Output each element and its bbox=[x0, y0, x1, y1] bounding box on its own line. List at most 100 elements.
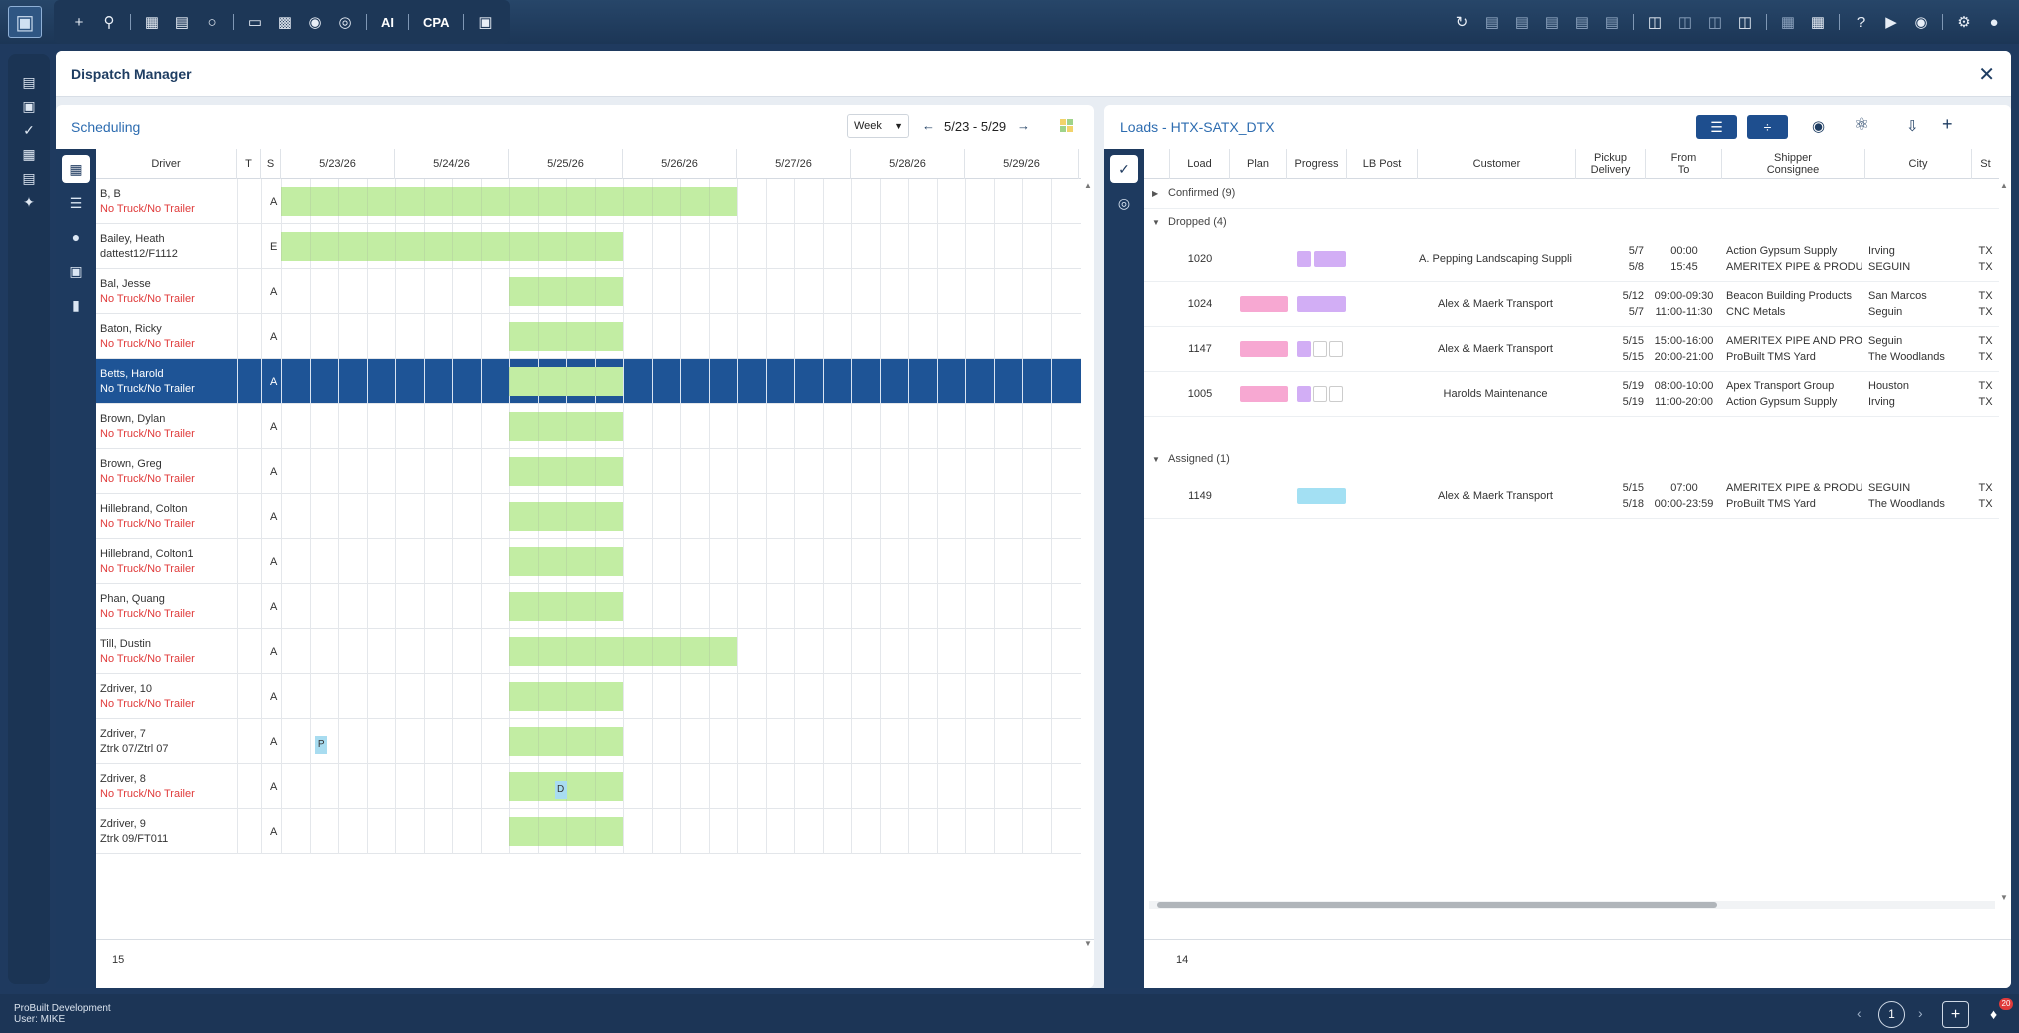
progress-chip[interactable] bbox=[1297, 251, 1311, 267]
plan-chip[interactable] bbox=[1240, 341, 1288, 357]
group-confirmed[interactable]: ▶ Confirmed (9) bbox=[1144, 179, 1999, 209]
driver-row[interactable]: Bal, Jesse No Truck/No Trailer A bbox=[96, 269, 1081, 314]
driver-row[interactable]: Brown, Greg No Truck/No Trailer A bbox=[96, 449, 1081, 494]
layout-3-icon[interactable]: ▤ bbox=[1544, 14, 1560, 31]
driver-row[interactable]: B, B No Truck/No Trailer A bbox=[96, 179, 1081, 224]
document-list-icon[interactable]: ▤ bbox=[22, 74, 36, 90]
ai-button[interactable]: AI bbox=[381, 14, 394, 30]
driver-row[interactable]: Till, Dustin No Truck/No Trailer A bbox=[96, 629, 1081, 674]
view-select[interactable]: Week ▼ bbox=[847, 114, 909, 138]
driver-row[interactable]: P Zdriver, 7 Ztrk 07/Ztrl 07 A bbox=[96, 719, 1081, 764]
scroll-up-icon[interactable]: ▲ bbox=[2000, 181, 2008, 190]
col-date[interactable]: 5/23/26 bbox=[281, 149, 395, 179]
driver-row[interactable]: Zdriver, 9 Ztrk 09/FT011 A bbox=[96, 809, 1081, 854]
driver-row[interactable]: Hillebrand, Colton1 No Truck/No Trailer A bbox=[96, 539, 1081, 584]
cpa-button[interactable]: CPA bbox=[423, 14, 450, 30]
load-row[interactable]: 1005 Harolds Maintenance 5/19 5/19 08:00-10:… bbox=[1144, 372, 1999, 417]
add-icon[interactable]: + bbox=[1942, 114, 1953, 134]
group-dropped[interactable]: ▼ Dropped (4) bbox=[1144, 209, 1999, 237]
add-page-button[interactable]: + bbox=[1942, 1001, 1969, 1028]
load-row[interactable]: 1147 Alex & Maerk Transport 5/15 5/15 15:00-… bbox=[1144, 327, 1999, 372]
stop-marker[interactable]: D bbox=[554, 781, 567, 799]
load-row[interactable]: 1020 A. Pepping Landscaping Suppli 5/7 5/8 0… bbox=[1144, 237, 1999, 282]
globe-icon[interactable]: ◎ bbox=[338, 14, 352, 31]
progress-chip[interactable] bbox=[1314, 251, 1346, 267]
search-icon[interactable]: ⚲ bbox=[103, 14, 115, 31]
load-row[interactable]: 1149 Alex & Maerk Transport 5/15 5/18 07:00 0… bbox=[1144, 474, 1999, 519]
progress-chip-empty[interactable] bbox=[1313, 341, 1327, 357]
horizontal-scrollbar[interactable] bbox=[1149, 901, 1995, 909]
page-next-icon[interactable]: › bbox=[1918, 1005, 1923, 1021]
headset-icon[interactable]: ◉ bbox=[1914, 14, 1928, 31]
col-lb-post[interactable]: LB Post bbox=[1347, 149, 1418, 179]
table-icon[interactable]: ▦ bbox=[1810, 14, 1826, 31]
sparkle-icon[interactable]: ✦ bbox=[23, 194, 35, 210]
color-legend-icon[interactable] bbox=[1060, 119, 1074, 133]
plan-chip[interactable] bbox=[1240, 296, 1288, 312]
col-city[interactable]: City bbox=[1865, 149, 1972, 179]
map-pin-icon[interactable]: ◉ bbox=[1812, 118, 1826, 135]
split-view-3-icon[interactable]: ◫ bbox=[1707, 14, 1723, 31]
page-indicator[interactable]: 1 bbox=[1878, 1001, 1905, 1028]
layout-1-icon[interactable]: ▤ bbox=[1484, 14, 1500, 31]
map-pin-icon[interactable]: ◉ bbox=[308, 14, 322, 31]
shield-check-icon[interactable]: ✓ bbox=[23, 122, 35, 138]
scrollbar-thumb[interactable] bbox=[1157, 902, 1717, 908]
progress-chip[interactable] bbox=[1297, 296, 1346, 312]
list-view-button[interactable]: ☰ bbox=[1696, 115, 1737, 139]
calendar-icon[interactable]: ▦ bbox=[144, 14, 160, 31]
close-icon[interactable]: ✕ bbox=[1978, 64, 1995, 86]
add-icon[interactable]: + bbox=[74, 13, 84, 31]
load-row[interactable]: 1024 Alex & Maerk Transport 5/12 5/7 09:00-0… bbox=[1144, 282, 1999, 327]
expand-down-icon[interactable]: ▼ bbox=[1152, 218, 1160, 227]
driver-row[interactable]: Hillebrand, Colton No Truck/No Trailer A bbox=[96, 494, 1081, 539]
clipboard-check-icon[interactable]: ✓ bbox=[1110, 155, 1138, 183]
split-view-2-icon[interactable]: ◫ bbox=[1677, 14, 1693, 31]
col-plan[interactable]: Plan bbox=[1230, 149, 1287, 179]
col-shipper-consignee[interactable]: Shipper Consignee bbox=[1722, 149, 1865, 179]
lightbulb-icon[interactable]: ○ bbox=[207, 13, 217, 31]
download-icon[interactable]: ⇩ bbox=[1906, 118, 1919, 135]
app-logo-icon[interactable]: ▣ bbox=[8, 6, 42, 38]
bookmark-icon[interactable]: ▮ bbox=[72, 297, 80, 313]
driver-row[interactable]: Phan, Quang No Truck/No Trailer A bbox=[96, 584, 1081, 629]
dashboard-icon[interactable]: ▦ bbox=[22, 146, 36, 162]
globe-icon[interactable]: ◎ bbox=[1117, 195, 1131, 211]
list-icon[interactable]: ☰ bbox=[69, 195, 83, 211]
progress-chip-empty[interactable] bbox=[1329, 386, 1343, 402]
col-t[interactable]: T bbox=[237, 149, 261, 179]
driver-row[interactable]: D Zdriver, 8 No Truck/No Trailer A bbox=[96, 764, 1081, 809]
col-date[interactable]: 5/28/26 bbox=[851, 149, 965, 179]
split-view-button[interactable]: ÷ bbox=[1747, 115, 1788, 139]
progress-chip-empty[interactable] bbox=[1329, 341, 1343, 357]
group-assigned[interactable]: ▼ Assigned (1) bbox=[1144, 446, 1999, 474]
col-date[interactable]: 5/27/26 bbox=[737, 149, 851, 179]
col-date[interactable]: 5/25/26 bbox=[509, 149, 623, 179]
scroll-down-icon[interactable]: ▼ bbox=[1084, 939, 1092, 948]
col-date[interactable]: 5/29/26 bbox=[965, 149, 1079, 179]
driver-row[interactable]: Brown, Dylan No Truck/No Trailer A bbox=[96, 404, 1081, 449]
next-week-icon[interactable]: → bbox=[1017, 118, 1030, 133]
expand-right-icon[interactable]: ▶ bbox=[1152, 189, 1159, 198]
layout-4-icon[interactable]: ▤ bbox=[1574, 14, 1590, 31]
stop-marker[interactable]: P bbox=[315, 736, 328, 754]
user-icon[interactable]: ● bbox=[1989, 13, 1999, 31]
col-date[interactable]: 5/26/26 bbox=[623, 149, 737, 179]
truck-icon[interactable]: ▣ bbox=[22, 98, 36, 114]
plan-chip[interactable] bbox=[1240, 386, 1288, 402]
layout-5-icon[interactable]: ▤ bbox=[1604, 14, 1620, 31]
calculator-icon[interactable]: ▣ bbox=[478, 14, 493, 31]
col-progress[interactable]: Progress bbox=[1287, 149, 1347, 179]
split-view-4-icon[interactable]: ◫ bbox=[1737, 14, 1753, 31]
col-date[interactable]: 5/24/26 bbox=[395, 149, 509, 179]
scroll-down-icon[interactable]: ▼ bbox=[2000, 893, 2008, 902]
progress-chip[interactable] bbox=[1297, 341, 1311, 357]
col-load[interactable]: Load bbox=[1170, 149, 1230, 179]
split-view-icon[interactable]: ◫ bbox=[1647, 14, 1663, 31]
progress-chip[interactable] bbox=[1297, 386, 1311, 402]
progress-chip-empty[interactable] bbox=[1313, 386, 1327, 402]
chat-icon[interactable]: ▩ bbox=[277, 14, 293, 31]
grid-icon[interactable]: ▦ bbox=[1780, 14, 1796, 31]
users-icon[interactable]: ● bbox=[71, 229, 81, 245]
col-driver[interactable]: Driver bbox=[96, 149, 237, 179]
